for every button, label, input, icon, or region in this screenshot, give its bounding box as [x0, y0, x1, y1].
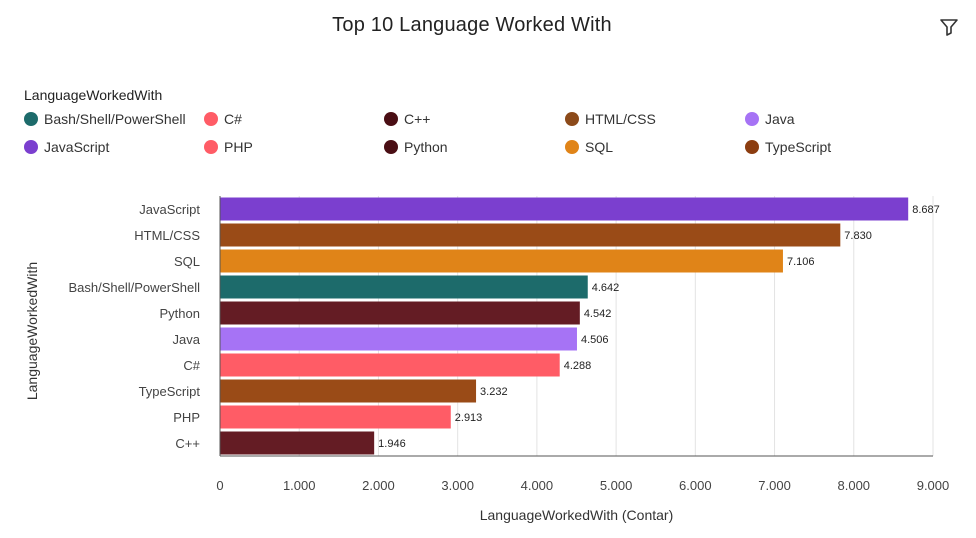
legend-item[interactable]: Java [745, 109, 795, 129]
legend-swatch [384, 140, 398, 154]
x-tick-label: 2.000 [362, 478, 395, 493]
y-tick-label: Python [160, 306, 200, 321]
legend-label: HTML/CSS [585, 111, 656, 127]
data-label: 2.913 [455, 412, 483, 424]
data-label: 4.542 [584, 308, 612, 320]
legend-swatch [204, 112, 218, 126]
x-tick-label: 4.000 [521, 478, 554, 493]
filter-icon[interactable] [938, 16, 960, 38]
legend-swatch [24, 112, 38, 126]
bar[interactable] [220, 249, 783, 273]
legend-item[interactable]: HTML/CSS [565, 109, 656, 129]
x-tick-label: 1.000 [283, 478, 316, 493]
data-label: 8.687 [912, 204, 940, 216]
legend-label: C++ [404, 111, 431, 127]
legend-label: Java [765, 111, 795, 127]
legend-item[interactable]: Bash/Shell/PowerShell [24, 109, 186, 129]
legend-item[interactable]: Python [384, 137, 448, 157]
legend-swatch [745, 112, 759, 126]
data-label: 4.642 [592, 282, 620, 294]
legend-swatch [565, 140, 579, 154]
y-tick-label: PHP [173, 410, 200, 425]
bar[interactable] [220, 405, 451, 429]
legend-item[interactable]: JavaScript [24, 137, 109, 157]
legend-title: LanguageWorkedWith [24, 87, 163, 103]
bar[interactable] [220, 327, 577, 351]
legend-swatch [745, 140, 759, 154]
y-tick-label: Java [173, 332, 201, 347]
x-tick-label: 7.000 [758, 478, 791, 493]
y-tick-label: C++ [175, 436, 200, 451]
y-axis-title: LanguageWorkedWith [24, 262, 40, 400]
x-axis-title: LanguageWorkedWith (Contar) [480, 507, 674, 523]
legend-item[interactable]: SQL [565, 137, 613, 157]
bar[interactable] [220, 223, 841, 247]
data-label: 3.232 [480, 386, 508, 398]
data-label: 1.946 [378, 438, 406, 450]
legend-item[interactable]: C++ [384, 109, 430, 129]
y-tick-label: JavaScript [139, 202, 200, 217]
x-tick-label: 9.000 [917, 478, 950, 493]
data-label: 4.288 [564, 360, 592, 372]
legend-label: TypeScript [765, 139, 832, 155]
legend-item[interactable]: TypeScript [745, 137, 831, 157]
bar[interactable] [220, 431, 375, 455]
bar[interactable] [220, 301, 580, 325]
legend-label: Bash/Shell/PowerShell [44, 111, 186, 127]
data-label: 4.506 [581, 334, 609, 346]
x-tick-label: 3.000 [441, 478, 474, 493]
legend-label: SQL [585, 139, 614, 155]
y-tick-label: Bash/Shell/PowerShell [68, 280, 200, 295]
legend-swatch [565, 112, 579, 126]
legend-swatch [384, 112, 398, 126]
y-tick-label: TypeScript [139, 384, 201, 399]
legend-label: Python [404, 139, 448, 155]
bar[interactable] [220, 275, 588, 299]
legend-swatch [24, 140, 38, 154]
legend-label: C# [224, 111, 242, 127]
data-label: 7.106 [787, 256, 815, 268]
legend-item[interactable]: PHP [204, 137, 253, 157]
y-tick-label: C# [183, 358, 200, 373]
bar[interactable] [220, 353, 560, 377]
legend-label: PHP [224, 139, 253, 155]
legend-swatch [204, 140, 218, 154]
y-tick-label: HTML/CSS [134, 228, 200, 243]
bar[interactable] [220, 197, 909, 221]
chart-title: Top 10 Language Worked With [332, 14, 612, 36]
legend-item[interactable]: C# [204, 109, 242, 129]
data-label: 7.830 [844, 230, 872, 242]
y-tick-label: SQL [174, 254, 200, 269]
x-tick-label: 8.000 [838, 478, 871, 493]
bar[interactable] [220, 379, 477, 403]
x-tick-label: 6.000 [679, 478, 712, 493]
x-tick-label: 0 [216, 478, 223, 493]
x-tick-label: 5.000 [600, 478, 633, 493]
legend-label: JavaScript [44, 139, 110, 155]
